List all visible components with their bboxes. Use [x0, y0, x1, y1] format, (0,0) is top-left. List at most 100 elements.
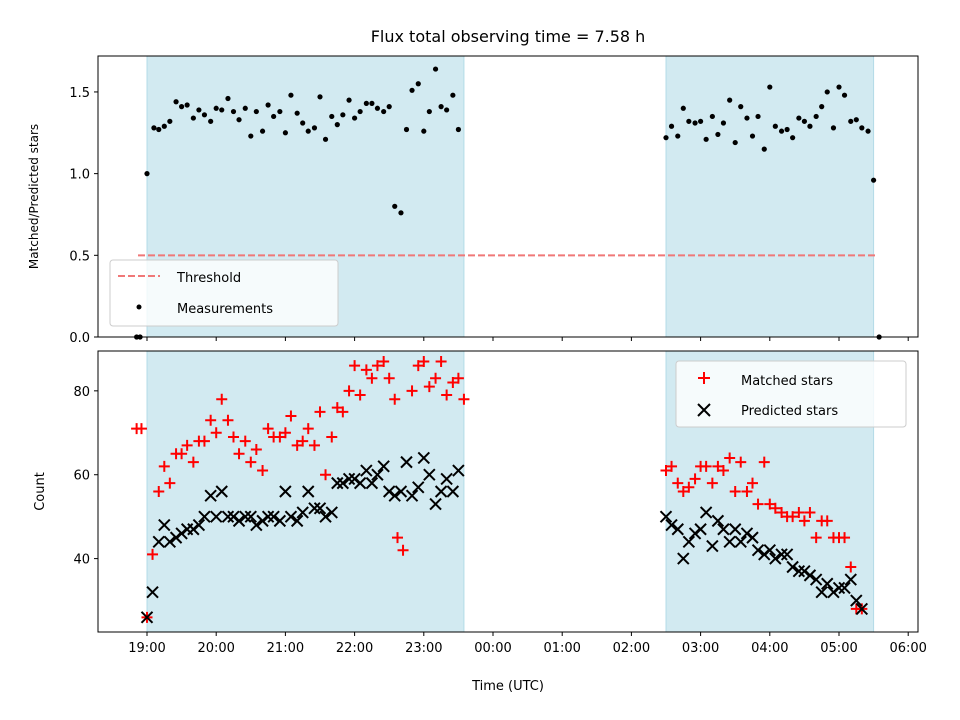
predicted-star-point: [803, 569, 817, 582]
legend-measurements-swatch: [136, 304, 142, 310]
predicted-star-point: [388, 489, 401, 502]
matched-star-point: [458, 393, 470, 405]
measurement-point: [663, 135, 669, 141]
x-tick-label: 23:00: [405, 641, 442, 656]
predicted-star-point: [267, 510, 280, 523]
top-legend-box: [109, 259, 339, 327]
predicted-star-point: [394, 485, 408, 498]
predicted-star-point: [336, 476, 350, 490]
matched-star-point: [274, 431, 286, 443]
measurement-point: [190, 115, 196, 121]
bottom-legend-box: [675, 360, 907, 428]
measurement-point: [824, 89, 830, 95]
matched-star-point: [845, 561, 857, 573]
predicted-star-point: [152, 535, 165, 549]
matched-star-point: [712, 460, 724, 472]
measurement-point: [686, 118, 692, 124]
predicted-star-point: [838, 581, 851, 595]
measurement-point: [248, 133, 254, 139]
x-axis-label: Time (UTC): [471, 679, 544, 694]
predicted-star-point: [140, 611, 154, 624]
measurement-point: [790, 135, 796, 141]
measurement-point: [848, 118, 854, 124]
predicted-star-point: [221, 510, 235, 523]
predicted-star-point: [308, 502, 321, 515]
measurement-point: [398, 210, 404, 216]
matched-star-point: [343, 385, 355, 397]
top-axes-frame: [97, 55, 919, 338]
predicted-star-point: [239, 510, 252, 523]
measurement-point: [242, 105, 248, 111]
measurement-point: [761, 146, 767, 152]
matched-star-point: [279, 427, 291, 439]
predicted-star-point: [365, 476, 379, 490]
predicted-star-point: [371, 468, 384, 481]
matched-star-point: [397, 544, 409, 556]
matched-star-point: [677, 486, 689, 497]
measurement-point: [386, 104, 392, 110]
matched-star-point: [233, 448, 245, 460]
measurement-point: [709, 113, 715, 120]
matched-star-point: [660, 465, 672, 477]
matched-star-point: [210, 427, 222, 439]
measurement-point: [259, 128, 266, 134]
legend-predicted-label: Predicted stars: [741, 404, 838, 419]
predicted-star-point: [405, 489, 419, 502]
matched-star-point: [291, 439, 303, 451]
matched-star-point: [205, 414, 217, 426]
x-tick-label: 20:00: [197, 641, 234, 656]
predicted-star-point: [313, 502, 327, 515]
predicted-star-point: [821, 577, 834, 590]
predicted-star-point: [694, 523, 707, 536]
measurement-point: [755, 113, 761, 120]
predicted-star-point: [250, 518, 263, 532]
measurement-point: [727, 97, 733, 103]
matched-star-point: [392, 532, 404, 544]
top-panel: 0.0 0.5 1.0 1.5 Matched/Predicted stars Thr…: [27, 55, 919, 346]
predicted-star-point: [446, 485, 460, 498]
measurement-point: [772, 123, 778, 129]
chart-title: Flux total observing time = 7.58 h: [371, 27, 646, 46]
measurement-point: [830, 125, 837, 131]
matched-star-point: [198, 435, 210, 447]
y-tick-label: 1.0: [69, 168, 90, 183]
measurement-point: [732, 139, 738, 146]
bottom-axes-frame: [97, 350, 919, 633]
matched-star-point: [147, 548, 159, 560]
x-tick-label: 00:00: [474, 641, 511, 656]
measurement-point: [813, 113, 819, 120]
matched-star-point: [383, 372, 395, 384]
measurement-point: [692, 120, 698, 126]
predicted-star-point: [204, 489, 217, 502]
matched-star-point: [297, 435, 309, 447]
matched-star-point: [452, 372, 464, 384]
matched-star-point: [758, 456, 770, 468]
measurement-point: [720, 120, 727, 126]
measurement-point: [230, 108, 237, 115]
measurement-point: [208, 118, 214, 124]
measurement-point: [680, 105, 686, 111]
measurement-point: [265, 102, 271, 108]
predicted-star-point: [763, 544, 777, 557]
x-tick-label: 02:00: [613, 641, 650, 656]
matched-star-point: [320, 469, 332, 481]
matched-star-point: [430, 372, 442, 384]
matched-star-point: [672, 477, 684, 489]
measurement-point: [374, 105, 381, 111]
measurement-point: [778, 128, 785, 134]
measurement-point: [179, 104, 185, 110]
predicted-star-point: [163, 535, 177, 549]
predicted-star-point: [302, 485, 315, 498]
matched-star-point: [810, 532, 822, 544]
matched-star-point: [435, 355, 447, 367]
predicted-star-point: [342, 472, 356, 486]
predicted-star-point: [780, 548, 794, 561]
shaded-span: [665, 55, 875, 338]
predicted-star-point: [279, 485, 292, 498]
matched-star-point: [308, 439, 320, 451]
legend-measurements-label: Measurements: [177, 302, 273, 317]
x-tick-label: 01:00: [543, 641, 580, 656]
matched-star-point: [706, 477, 718, 489]
predicted-star-point: [244, 510, 258, 523]
